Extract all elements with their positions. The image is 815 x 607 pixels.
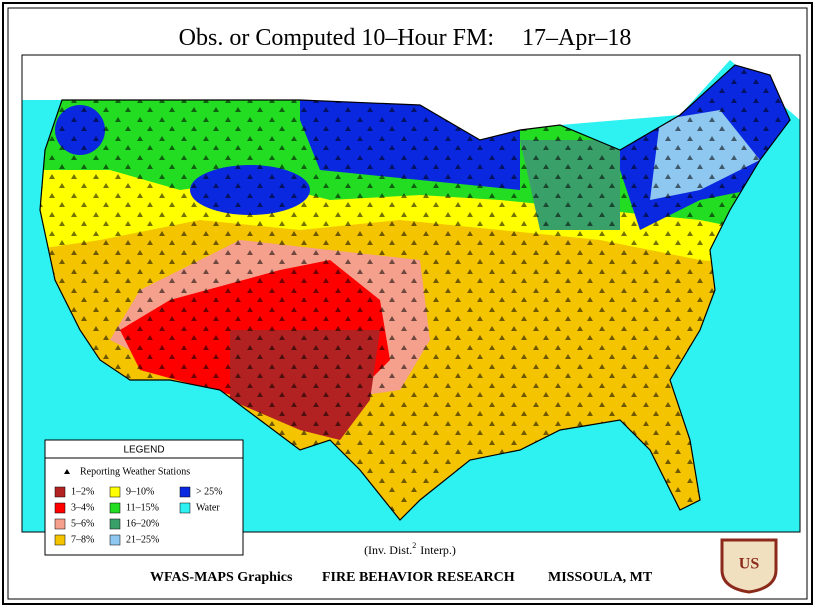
legend-swatch: [109, 486, 121, 498]
note: (Inv. Dist.2 Interp.): [364, 541, 456, 557]
title-date: 17–Apr–18: [522, 25, 631, 51]
footer-center: FIRE BEHAVIOR RESEARCH: [322, 570, 515, 585]
inner-frame: [7, 7, 808, 600]
legend-items: 1–2% 3–4% 5–6% 7–8% 9–10% 11–15% 16–20% 21–25% >…: [54, 486, 222, 546]
note-text: (Inv. Dist.: [364, 543, 412, 557]
legend-label: Water: [196, 502, 220, 513]
legend-label: 7–8%: [71, 534, 94, 545]
legend-label: 1–2%: [71, 486, 94, 497]
legend-box: [44, 439, 244, 556]
legend-swatch: [109, 502, 121, 514]
note-superscript: 2: [412, 541, 416, 550]
title-text: Obs. or Computed 10–Hour FM:: [179, 25, 494, 51]
legend-swatch: [54, 502, 66, 514]
map-frame: [21, 54, 801, 533]
map: [21, 54, 801, 533]
legend-swatch: [54, 534, 66, 546]
legend: LEGEND Reporting Weather Stations 1–2% 3–…: [44, 439, 244, 556]
legend-label: 21–25%: [126, 534, 159, 545]
legend-swatch: [109, 518, 121, 530]
legend-swatch: [179, 502, 191, 514]
station-symbol: [64, 469, 70, 474]
title: Obs. or Computed 10–Hour FM: 17–Apr–18: [179, 25, 632, 51]
note-text2: Interp.): [420, 543, 456, 557]
legend-label: > 25%: [196, 486, 222, 497]
legend-label: 5–6%: [71, 518, 94, 529]
legend-stations: Reporting Weather Stations: [80, 466, 190, 477]
legend-label: 9–10%: [126, 486, 154, 497]
logo: US: [720, 538, 778, 594]
legend-title: LEGEND: [123, 445, 164, 456]
legend-label: 11–15%: [126, 502, 159, 513]
legend-swatch: [179, 486, 191, 498]
logo-text: US: [739, 556, 760, 573]
legend-label: 3–4%: [71, 502, 94, 513]
legend-swatch: [54, 518, 66, 530]
footer-right: MISSOULA, MT: [548, 570, 653, 585]
logo-shield: [720, 538, 778, 594]
canada: [22, 55, 800, 140]
us-border: [39, 64, 791, 521]
footer-left: WFAS-MAPS Graphics: [150, 570, 293, 585]
legend-swatch: [109, 534, 121, 546]
legend-swatch: [54, 486, 66, 498]
legend-label: 16–20%: [126, 518, 159, 529]
